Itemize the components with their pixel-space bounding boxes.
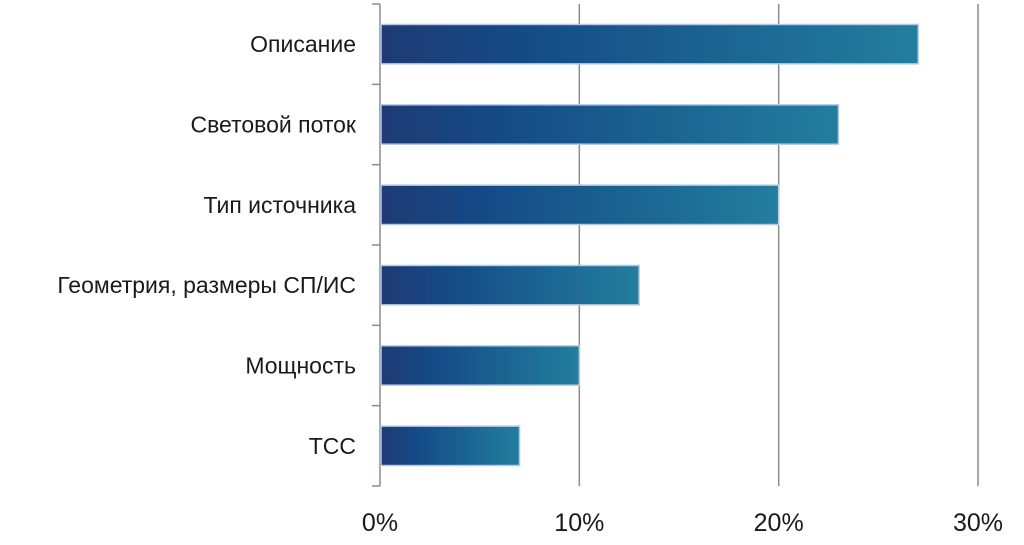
tick-label-2: 20% [754,509,804,537]
value-tick-labels: 0% 10% 20% 30% [362,509,1003,537]
category-label-3: Геометрия, размеры СП/ИС [57,272,356,298]
bar-4 [380,345,581,386]
bar-0 [380,23,919,65]
tick-label-3: 30% [953,509,1003,537]
bar-1 [380,104,840,145]
bar-2 [380,184,780,226]
bars [380,23,919,467]
category-label-5: ТСС [309,433,356,459]
bar-3 [380,264,640,306]
tick-label-0: 0% [362,509,398,537]
category-label-4: Мощность [245,353,356,379]
category-labels: Описание Световой поток Тип источника Геоме… [57,31,357,459]
category-label-0: Описание [250,31,356,57]
category-label-1: Световой поток [190,112,356,138]
category-axis [372,3,381,487]
tick-label-1: 10% [554,509,604,537]
gridlines [578,4,979,486]
category-label-2: Тип источника [203,192,356,218]
bar-5 [380,425,521,467]
